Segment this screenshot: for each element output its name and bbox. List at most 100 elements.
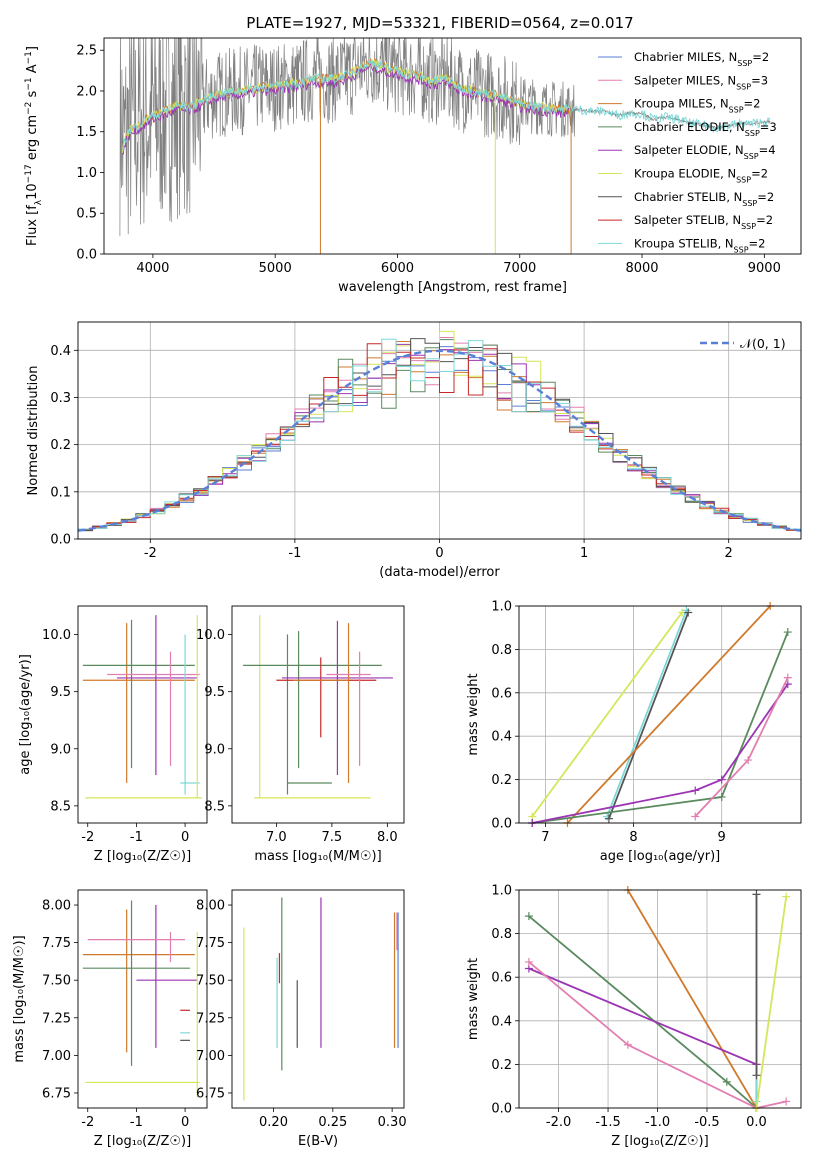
error-bar xyxy=(107,651,200,766)
mass-weight-line xyxy=(528,961,787,1109)
y-axis-label: mass weight xyxy=(466,673,481,755)
data-marker xyxy=(524,912,533,921)
mass-weight-line xyxy=(532,683,789,824)
data-marker xyxy=(717,775,726,784)
x-tick-label: -2.0 xyxy=(546,1115,571,1130)
x-axis-label: mass [log₁₀(M/M☉)] xyxy=(254,849,381,864)
legend-entry: Salpeter MILES, NSSP=3 xyxy=(634,73,768,91)
y-tick-label: 10.0 xyxy=(42,628,71,643)
x-axis-label: E(B-V) xyxy=(298,1134,338,1149)
y-tick-label: 0.1 xyxy=(50,485,71,500)
y-tick-label: 7.00 xyxy=(196,1049,225,1064)
error-bar xyxy=(82,900,190,1066)
legend-entry: Kroupa MILES, NSSP=2 xyxy=(634,97,760,115)
y-tick-label: 9.0 xyxy=(50,742,71,757)
y-tick-label: 1.0 xyxy=(491,600,512,615)
x-tick-label: 8000 xyxy=(625,261,658,276)
plots-layer: 4000 5000 6000 7000 8000 90000.00.51.01.52.02… xyxy=(12,37,802,1149)
y-tick-label: 7.25 xyxy=(196,1011,225,1026)
model-line xyxy=(121,59,771,152)
y-tick-label: 0.6 xyxy=(491,971,512,986)
y-tick-label: 0.2 xyxy=(491,773,512,788)
data-marker xyxy=(782,892,791,901)
mass-weight-line xyxy=(531,611,683,818)
error-bar xyxy=(87,932,186,963)
error-bar xyxy=(286,634,332,795)
y-tick-label: 0.0 xyxy=(491,817,512,832)
x-tick-label: 0 xyxy=(181,830,189,845)
y-tick-label: 1.5 xyxy=(76,125,97,140)
error-bar xyxy=(276,657,377,738)
y-tick-label: 2.5 xyxy=(76,44,97,59)
residual-histogram xyxy=(78,338,801,530)
mass-weight-line xyxy=(755,896,788,1109)
data-marker xyxy=(623,1040,632,1049)
x-tick-label: 6000 xyxy=(381,261,414,276)
error-bar xyxy=(82,623,195,784)
mass-weight-line xyxy=(627,889,758,1109)
y-tick-label: 7.75 xyxy=(42,936,71,951)
x-tick-label: 0 xyxy=(181,1115,189,1130)
y-tick-label: 7.50 xyxy=(42,974,71,989)
axes-frame xyxy=(77,321,802,540)
y-tick-label: 0.4 xyxy=(491,1014,512,1029)
x-tick-label: 9000 xyxy=(748,261,781,276)
x-tick-label: 9 xyxy=(718,830,726,845)
y-axis-label: mass [log₁₀(M/M☉)] xyxy=(12,935,27,1062)
x-tick-label: 4000 xyxy=(136,261,169,276)
x-tick-label: 0 xyxy=(435,546,443,561)
legend-entry: Kroupa ELODIE, NSSP=2 xyxy=(634,167,768,185)
data-marker xyxy=(783,673,792,682)
x-axis-label: Z [log₁₀(Z/Z☉)] xyxy=(611,1134,708,1149)
data-marker xyxy=(684,608,693,617)
y-axis-label: mass weight xyxy=(466,958,481,1040)
y-tick-label: 0.8 xyxy=(491,927,512,942)
x-tick-label: 8 xyxy=(629,830,637,845)
y-tick-label: 9.5 xyxy=(50,685,71,700)
panel-2: -2 -1 0 8.5 9.0 9.5 10.0 Z [log₁₀(Z/Z☉)] age [lo… xyxy=(18,605,208,864)
panel-3: 7.0 7.5 8.0 8.5 9.0 9.5 10.0 mass [log₁₀(M/M☉)] xyxy=(196,605,405,864)
x-tick-label: -2 xyxy=(81,830,94,845)
y-tick-label: 0.2 xyxy=(491,1058,512,1073)
y-axis-label: age [log₁₀(age/yr)] xyxy=(18,654,33,775)
data-marker xyxy=(752,1071,761,1080)
y-tick-label: 9.5 xyxy=(204,685,225,700)
y-tick-label: 6.75 xyxy=(196,1086,225,1101)
axes-frame xyxy=(518,605,802,824)
panel-7: -2.0 -1.5 -1.0 -0.5 0.0 0.0 0.2 0.4 0.6 0.8 1.0 Z [… xyxy=(466,884,802,1149)
y-tick-label: 0.2 xyxy=(50,438,71,453)
axes-frame xyxy=(77,605,208,824)
data-spectrum xyxy=(119,38,771,237)
data-marker xyxy=(744,756,753,765)
x-tick-label: -1 xyxy=(130,1115,143,1130)
y-tick-label: 0.5 xyxy=(76,207,97,222)
y-tick-label: 8.00 xyxy=(196,899,225,914)
error-bar xyxy=(254,615,371,799)
error-bar xyxy=(243,631,382,769)
x-axis-label: wavelength [Angstrom, rest frame] xyxy=(338,280,567,295)
legend-entry: Kroupa STELIB, NSSP=2 xyxy=(634,236,765,254)
error-bar xyxy=(85,615,203,799)
y-tick-label: 0.8 xyxy=(491,643,512,658)
data-marker xyxy=(682,606,691,615)
data-marker xyxy=(604,814,613,823)
legend-entry: Chabrier MILES, NSSP=2 xyxy=(634,50,769,68)
x-tick-label: 5000 xyxy=(259,261,292,276)
x-tick-label: 7000 xyxy=(503,261,536,276)
y-tick-label: 0.4 xyxy=(491,730,512,745)
x-axis-label: (data-model)/error xyxy=(379,565,500,580)
y-tick-label: 6.75 xyxy=(42,1086,71,1101)
legend-entry: Salpeter ELODIE, NSSP=4 xyxy=(634,143,776,161)
x-tick-label: -1 xyxy=(130,830,143,845)
x-tick-label: 0.20 xyxy=(259,1115,288,1130)
error-bar xyxy=(82,909,195,1053)
x-tick-label: 7 xyxy=(541,830,549,845)
x-tick-label: 2 xyxy=(725,546,733,561)
y-tick-label: 7.25 xyxy=(42,1011,71,1026)
panel-6: 0.20 0.25 0.30 6.75 7.00 7.25 7.50 7.75 8.00 E(B-… xyxy=(196,889,407,1149)
y-tick-label: 8.00 xyxy=(42,899,71,914)
y-tick-label: 9.0 xyxy=(204,742,225,757)
panel-5: -2 -1 0 6.75 7.00 7.25 7.50 7.75 8.00 Z [log₁₀(Z/… xyxy=(12,889,208,1149)
y-tick-label: 8.5 xyxy=(204,799,225,814)
error-bar xyxy=(85,932,200,1098)
